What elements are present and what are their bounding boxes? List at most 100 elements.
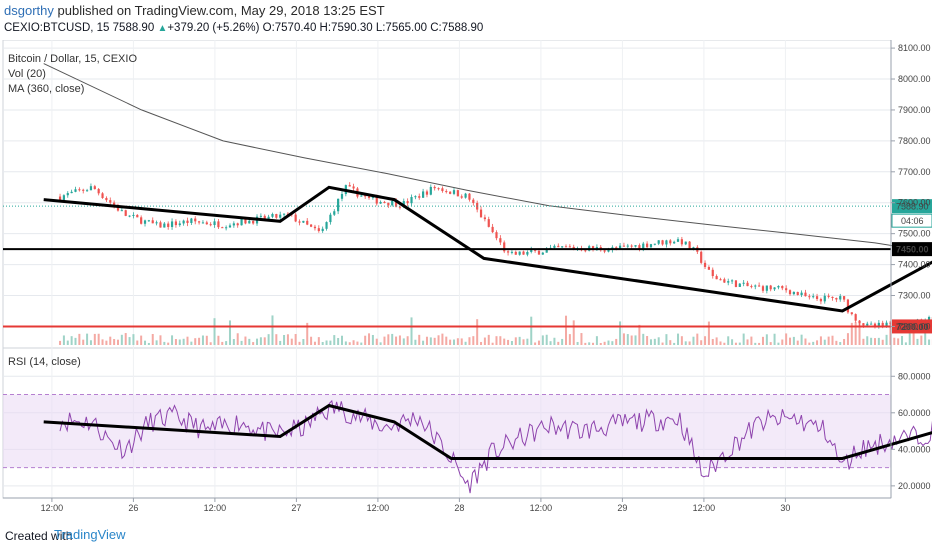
candle-body: [495, 232, 498, 239]
candle-body: [676, 239, 680, 242]
candle-body: [136, 214, 139, 218]
volume-bar: [537, 340, 540, 345]
candle-body: [804, 292, 807, 297]
price-axis[interactable]: 8100.00 8000.00 7900.00 7800.00 7700.00 7600.…: [890, 40, 931, 348]
time-axis[interactable]: 12:00 26 12:00 27 12:00 28 12:00 29 12:00 30: [3, 497, 891, 513]
volume-bar: [433, 337, 436, 345]
volume-bar: [364, 335, 367, 345]
candle-body: [437, 188, 440, 190]
price-tick-label: 7600.00: [898, 198, 931, 208]
candle-body: [452, 190, 456, 194]
volume-bar: [754, 342, 757, 345]
time-tick-label: 12:00: [530, 503, 553, 513]
candle-body: [684, 241, 687, 245]
rsi-axis[interactable]: 80.0000 60.0000 40.0000 20.0000: [890, 348, 931, 498]
volume-bar: [147, 342, 150, 345]
candle-body: [433, 186, 436, 189]
candle-body: [456, 190, 459, 197]
candle-body: [147, 220, 150, 222]
candle-body: [796, 291, 799, 296]
volume-bar: [155, 340, 158, 345]
volume-bar: [74, 337, 77, 345]
chart-canvas[interactable]: 7450.00 7200.00 7588.90 04:06 8100.00 8000.0…: [0, 40, 932, 520]
candle-body: [383, 201, 386, 203]
candle-body: [387, 202, 390, 206]
price-trendlines: [43, 185, 932, 313]
last-price-bg: [892, 199, 932, 214]
volume-bar: [422, 340, 425, 345]
candle-body: [449, 191, 452, 194]
volume-bar: [777, 342, 780, 345]
candle-body: [649, 244, 653, 248]
volume-bar: [765, 334, 768, 345]
rsi-trendlines: [43, 403, 932, 460]
author-link[interactable]: dsgorthy: [4, 3, 54, 18]
volume-bar: [360, 342, 363, 345]
volume-bar: [429, 337, 432, 345]
candle-body: [673, 241, 676, 244]
candle-body: [553, 245, 556, 248]
volume-bar: [78, 333, 81, 345]
volume-bar: [267, 334, 270, 345]
candle-body: [248, 220, 251, 224]
published-text: published on TradingView.com, May 29, 20…: [57, 3, 385, 18]
volume-bar: [634, 335, 637, 345]
volume-bar: [340, 335, 343, 345]
volume-bar: [371, 334, 374, 345]
candle-body: [734, 280, 738, 287]
tradingview-logo[interactable]: TradingView: [54, 527, 126, 542]
volume-bar: [873, 338, 876, 345]
volume-bar: [615, 338, 618, 345]
publish-line: dsgorthy published on TradingView.com, M…: [4, 3, 385, 18]
candle-body: [889, 322, 892, 324]
rsi-tick-label: 40.0000: [898, 444, 931, 454]
volume-bar: [568, 334, 571, 345]
candle-body: [333, 211, 336, 215]
volume-bar: [325, 340, 328, 345]
time-tick-label: 28: [454, 503, 464, 513]
volume-bar: [198, 337, 201, 345]
candle-body: [703, 262, 707, 267]
candle-body: [877, 322, 880, 327]
volume-bar: [510, 341, 513, 345]
volume-bar: [356, 341, 359, 345]
volume-bar: [908, 333, 911, 345]
volume-bar: [800, 334, 803, 345]
volume-bar: [66, 340, 69, 345]
symbol-name: CEXIO:BTCUSD, 15: [4, 22, 110, 34]
trendline: [43, 185, 932, 313]
candle-body: [306, 220, 309, 225]
candle-body: [572, 246, 575, 249]
candle-body: [808, 296, 811, 298]
candle-body: [348, 185, 351, 187]
price-pane[interactable]: [2, 40, 892, 349]
price-tick-label: 7800.00: [898, 136, 931, 146]
open-value: O:7570.40: [262, 22, 317, 34]
volume-bar: [414, 339, 417, 345]
candle-body: [178, 223, 181, 226]
volume-bar: [669, 340, 672, 345]
candle-body: [116, 205, 120, 211]
candle-body: [534, 249, 537, 251]
volume-bar: [719, 341, 722, 345]
volume-bar: [201, 335, 204, 345]
candle-body: [236, 223, 239, 226]
candle-body: [58, 196, 62, 200]
volume-bar: [626, 334, 629, 345]
volume-bar: [827, 336, 830, 345]
candle-body: [785, 288, 788, 291]
volume-bar: [881, 339, 884, 345]
volume-bar: [877, 337, 880, 345]
candle-body: [62, 195, 66, 200]
volume-bar: [723, 342, 726, 345]
volume-bar: [704, 336, 707, 345]
volume-bar: [333, 335, 336, 345]
candle-body: [545, 249, 548, 253]
volume-bar: [680, 336, 683, 345]
volume-bar: [897, 338, 900, 345]
volume-bar: [132, 334, 135, 345]
volume-bar: [271, 315, 274, 345]
candle-body: [360, 195, 363, 197]
candle-body: [510, 251, 514, 253]
volume-bar: [348, 342, 351, 345]
